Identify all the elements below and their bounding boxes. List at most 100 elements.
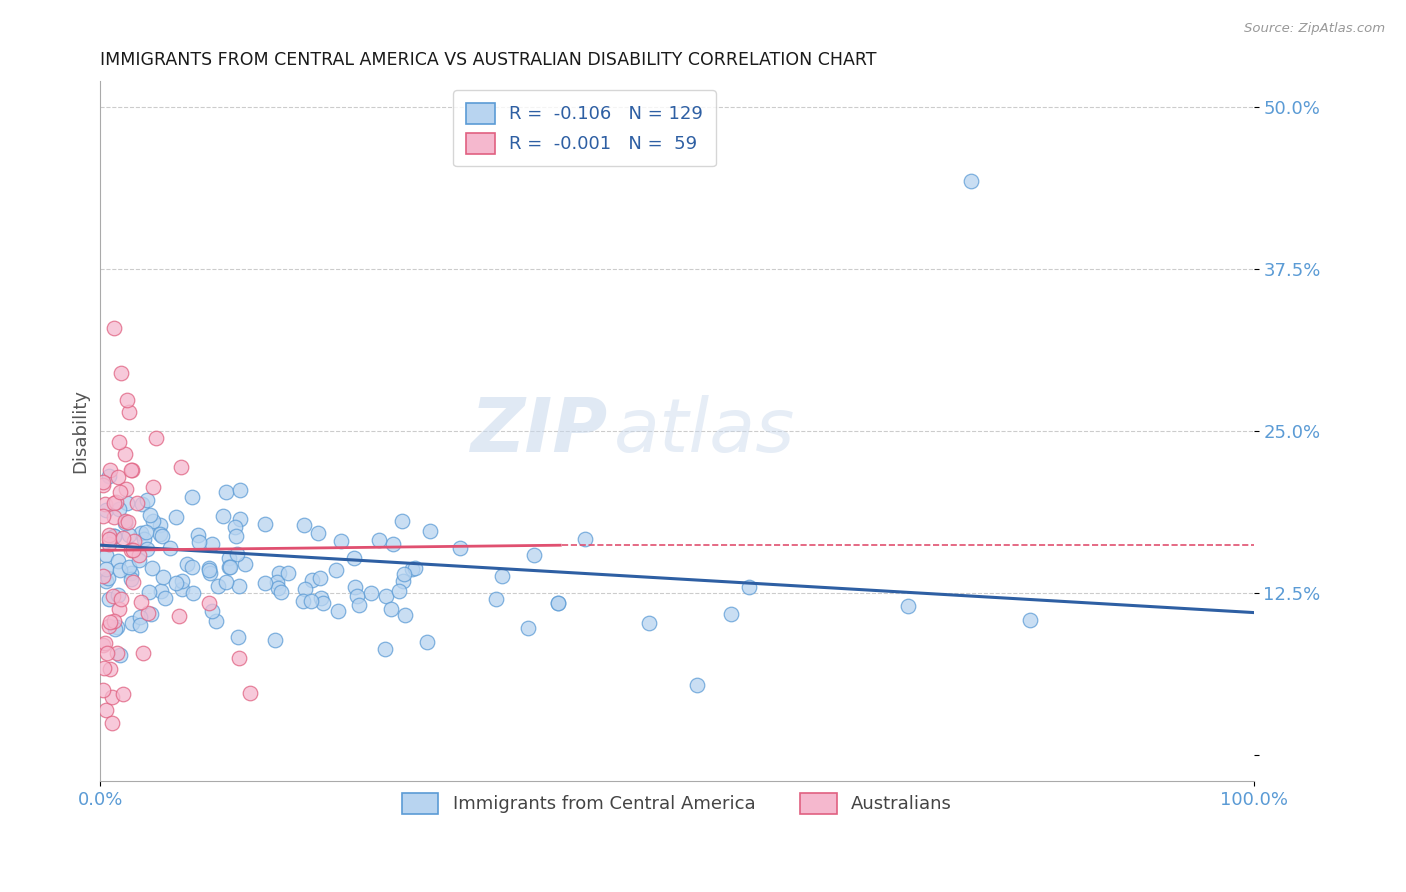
Point	[343, 580, 366, 594]
Point	[114, 448, 136, 462]
Point	[98, 662, 121, 676]
Point	[118, 528, 141, 542]
Point	[142, 514, 165, 528]
Point	[108, 563, 131, 577]
Point	[394, 607, 416, 622]
Point	[121, 574, 143, 589]
Point	[897, 599, 920, 613]
Point	[401, 561, 423, 575]
Point	[270, 585, 292, 599]
Point	[491, 568, 513, 582]
Point	[308, 571, 330, 585]
Point	[149, 518, 172, 533]
Point	[218, 560, 240, 574]
Point	[738, 580, 761, 594]
Point	[392, 574, 415, 588]
Point	[419, 524, 441, 538]
Point	[218, 560, 240, 574]
Point	[93, 661, 115, 675]
Point	[105, 494, 128, 508]
Point	[135, 524, 157, 539]
Point	[415, 635, 437, 649]
Point	[224, 520, 246, 534]
Point	[97, 571, 120, 585]
Point	[91, 478, 114, 492]
Point	[98, 615, 121, 630]
Point	[167, 609, 190, 624]
Point	[132, 646, 155, 660]
Point	[128, 553, 150, 567]
Point	[309, 591, 332, 606]
Point	[172, 582, 194, 596]
Point	[960, 174, 983, 188]
Point	[94, 548, 117, 562]
Point	[101, 589, 124, 603]
Point	[215, 485, 238, 500]
Point	[108, 648, 131, 663]
Point	[101, 715, 124, 730]
Point	[388, 584, 411, 599]
Point	[181, 559, 204, 574]
Point	[382, 537, 405, 551]
Point	[128, 548, 150, 562]
Legend: Immigrants from Central America, Australians: Immigrants from Central America, Austral…	[391, 782, 963, 824]
Point	[91, 475, 114, 489]
Point	[94, 574, 117, 588]
Point	[176, 558, 198, 572]
Point	[135, 492, 157, 507]
Point	[226, 631, 249, 645]
Point	[349, 598, 371, 612]
Point	[291, 593, 314, 607]
Point	[131, 526, 153, 541]
Point	[197, 564, 219, 578]
Point	[292, 518, 315, 533]
Point	[125, 496, 148, 510]
Point	[229, 483, 252, 497]
Point	[114, 483, 136, 497]
Point	[211, 508, 233, 523]
Point	[103, 528, 125, 542]
Point	[91, 638, 114, 652]
Text: Source: ZipAtlas.com: Source: ZipAtlas.com	[1244, 22, 1385, 36]
Point	[547, 596, 569, 610]
Point	[108, 434, 131, 449]
Point	[485, 592, 508, 607]
Point	[326, 604, 349, 618]
Point	[108, 502, 131, 516]
Point	[114, 516, 136, 530]
Point	[233, 557, 256, 571]
Text: atlas: atlas	[613, 395, 794, 467]
Point	[215, 574, 238, 589]
Point	[547, 596, 569, 610]
Y-axis label: Disability: Disability	[72, 389, 89, 473]
Point	[346, 589, 368, 603]
Point	[187, 535, 209, 549]
Point	[110, 592, 132, 607]
Point	[152, 570, 174, 584]
Point	[120, 462, 142, 476]
Point	[198, 596, 221, 610]
Point	[150, 529, 173, 543]
Text: ZIP: ZIP	[471, 394, 607, 467]
Point	[226, 547, 249, 561]
Point	[138, 585, 160, 599]
Point	[330, 534, 353, 549]
Point	[111, 532, 134, 546]
Point	[307, 526, 329, 541]
Point	[325, 563, 347, 577]
Point	[124, 534, 146, 549]
Point	[266, 575, 288, 590]
Point	[404, 561, 426, 575]
Point	[108, 602, 131, 616]
Point	[374, 589, 396, 603]
Point	[103, 510, 125, 524]
Point	[97, 619, 120, 633]
Point	[114, 515, 136, 529]
Point	[686, 678, 709, 692]
Point	[118, 405, 141, 419]
Point	[128, 610, 150, 624]
Point	[253, 576, 276, 591]
Point	[103, 496, 125, 510]
Text: IMMIGRANTS FROM CENTRAL AMERICA VS AUSTRALIAN DISABILITY CORRELATION CHART: IMMIGRANTS FROM CENTRAL AMERICA VS AUSTR…	[100, 51, 877, 69]
Point	[269, 566, 291, 581]
